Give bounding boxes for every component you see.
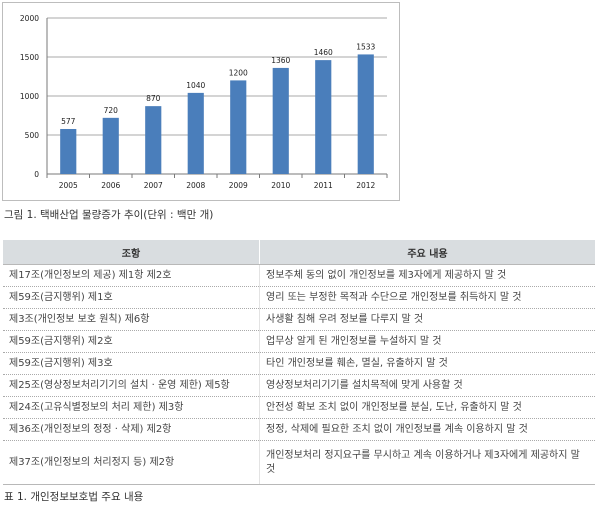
y-tick-label: 1500 xyxy=(20,53,39,62)
x-tick-label: 2011 xyxy=(314,181,333,190)
table-row: 제17조(개인정보의 제공) 제1항 제2호 정보주체 동의 없이 개인정보를 … xyxy=(3,264,595,287)
data-label: 720 xyxy=(104,106,119,115)
table-row: 제24조(고유식별정보의 처리 제한) 제3항 안전성 확보 조치 없이 개인정… xyxy=(3,396,595,419)
table-row: 제59조(금지행위) 제1호 영리 또는 부정한 목적과 수단으로 개인정보를 … xyxy=(3,286,595,309)
table-header-row: 조항 주요 내용 xyxy=(3,240,595,265)
figure-caption: 그림 1. 택배산업 물량증가 추이(단위 : 백만 개) xyxy=(4,209,214,221)
header-content: 주요 내용 xyxy=(259,240,595,265)
table-row: 제25조(영상정보처리기기의 설치 · 운영 제한) 제5항 영상정보처리기기를… xyxy=(3,374,595,397)
bar xyxy=(187,92,204,174)
content-cell: 개인정보처리 정지요구를 무시하고 계속 이용하거나 제3자에게 제공하지 말 … xyxy=(259,440,595,485)
x-tick-label: 2009 xyxy=(229,181,248,190)
table-row: 제37조(개인정보의 처리정지 등) 제2항 개인정보처리 정지요구를 무시하고… xyxy=(3,440,595,485)
content-cell: 안전성 확보 조치 없이 개인정보를 분실, 도난, 유출하지 말 것 xyxy=(259,396,595,419)
y-tick-label: 1000 xyxy=(20,92,39,101)
bar xyxy=(145,106,162,174)
article-cell: 제3조(개인정보 보호 원칙) 제6항 xyxy=(3,308,260,331)
bar-chart: 0 500 1000 1500 2000 577 2005 720 2006 870 2007 104… xyxy=(2,2,400,201)
bar xyxy=(315,60,332,175)
table-row: 제59조(금지행위) 제2호 업무상 알게 된 개인정보를 누설하지 말 것 xyxy=(3,330,595,353)
x-tick-label: 2005 xyxy=(59,181,78,190)
content-cell: 사생활 침해 우려 정보를 다루지 말 것 xyxy=(259,308,595,331)
article-cell: 제37조(개인정보의 처리정지 등) 제2항 xyxy=(3,440,260,485)
x-tick-label: 2007 xyxy=(144,181,163,190)
x-tick-label: 2008 xyxy=(186,181,205,190)
header-article: 조항 xyxy=(3,240,260,265)
y-tick-label: 500 xyxy=(25,131,40,140)
table-row: 제3조(개인정보 보호 원칙) 제6항 사생활 침해 우려 정보를 다루지 말 … xyxy=(3,308,595,331)
table-caption: 표 1. 개인정보보호법 주요 내용 xyxy=(4,491,144,503)
content-cell: 업무상 알게 된 개인정보를 누설하지 말 것 xyxy=(259,330,595,353)
x-tick-label: 2010 xyxy=(271,181,290,190)
bar xyxy=(60,128,77,174)
article-cell: 제17조(개인정보의 제공) 제1항 제2호 xyxy=(3,264,260,287)
content-cell: 영상정보처리기기를 설치목적에 맞게 사용할 것 xyxy=(259,374,595,397)
article-cell: 제24조(고유식별정보의 처리 제한) 제3항 xyxy=(3,396,260,419)
data-label: 1040 xyxy=(186,81,205,90)
law-table: 조항 주요 내용 제17조(개인정보의 제공) 제1항 제2호 정보주체 동의 … xyxy=(3,240,595,485)
data-label: 1533 xyxy=(356,42,375,51)
content-cell: 영리 또는 부정한 목적과 수단으로 개인정보를 취득하지 말 것 xyxy=(259,286,595,309)
bar xyxy=(357,54,374,175)
article-cell: 제59조(금지행위) 제3호 xyxy=(3,352,260,375)
x-tick-label: 2012 xyxy=(356,181,375,190)
data-label: 1460 xyxy=(314,48,333,57)
article-cell: 제36조(개인정보의 정정 · 삭제) 제2항 xyxy=(3,418,260,441)
bar xyxy=(230,80,247,174)
x-tick-label: 2006 xyxy=(101,181,120,190)
data-label: 1200 xyxy=(229,68,248,77)
content-cell: 정보주체 동의 없이 개인정보를 제3자에게 제공하지 말 것 xyxy=(259,264,595,287)
article-cell: 제59조(금지행위) 제2호 xyxy=(3,330,260,353)
y-tick-label: 0 xyxy=(34,170,39,179)
table-row: 제59조(금지행위) 제3호 타인 개인정보를 훼손, 멸실, 유출하지 말 것 xyxy=(3,352,595,375)
content-cell: 정정, 삭제에 필요한 조치 없이 개인정보를 계속 이용하지 말 것 xyxy=(259,418,595,441)
bar xyxy=(272,67,289,174)
y-tick-label: 2000 xyxy=(20,14,39,23)
article-cell: 제25조(영상정보처리기기의 설치 · 운영 제한) 제5항 xyxy=(3,374,260,397)
data-label: 577 xyxy=(61,117,76,126)
article-cell: 제59조(금지행위) 제1호 xyxy=(3,286,260,309)
table-row: 제36조(개인정보의 정정 · 삭제) 제2항 정정, 삭제에 필요한 조치 없… xyxy=(3,418,595,441)
data-label: 1360 xyxy=(271,56,290,65)
bar xyxy=(102,117,119,174)
data-label: 870 xyxy=(146,94,161,103)
content-cell: 타인 개인정보를 훼손, 멸실, 유출하지 말 것 xyxy=(259,352,595,375)
chart-canvas: 0 500 1000 1500 2000 577 2005 720 2006 870 2007 104… xyxy=(20,14,388,190)
